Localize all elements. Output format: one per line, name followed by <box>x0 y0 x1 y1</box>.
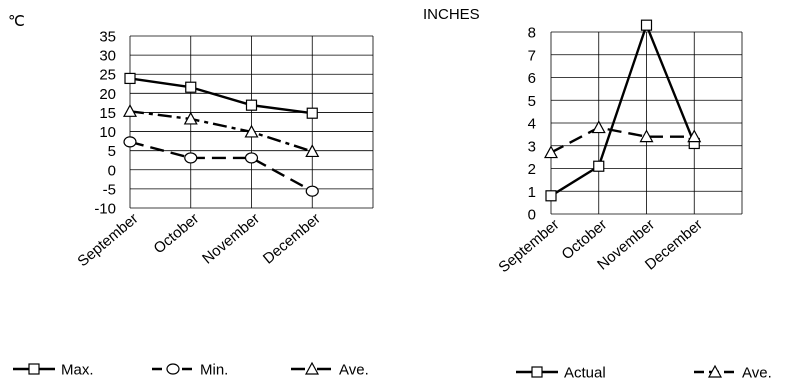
data-point-marker <box>639 129 654 143</box>
y-tick-label: 4 <box>528 116 536 133</box>
data-point-marker <box>305 185 319 197</box>
y-tick-label: 10 <box>99 124 116 141</box>
legend-marker <box>304 361 320 375</box>
data-point-marker <box>124 72 136 85</box>
legend-label: Max. <box>61 362 94 379</box>
data-point-marker <box>640 19 653 31</box>
legend-item: Actual <box>516 365 606 382</box>
series-lines <box>129 77 313 193</box>
series-line-0 <box>129 77 313 115</box>
y-tick-label: 8 <box>528 25 536 42</box>
y-tick-label: 7 <box>528 47 536 64</box>
series-line-1 <box>550 126 695 154</box>
y-tick-label: 3 <box>528 138 536 155</box>
data-point-marker <box>593 160 605 172</box>
x-tick-label: September <box>495 216 562 276</box>
legend-item: Min. <box>152 362 228 379</box>
legend: Actual Ave. <box>516 365 772 382</box>
data-point-marker <box>185 81 197 93</box>
legend: Max. Min. Ave. <box>13 362 369 379</box>
data-point-marker <box>591 120 606 134</box>
series-markers <box>543 19 702 202</box>
plot-grid <box>550 31 743 215</box>
legend-item: Ave. <box>291 362 369 379</box>
series-markers <box>122 72 320 197</box>
y-tick-label: -5 <box>103 181 116 198</box>
data-point-marker <box>543 145 559 159</box>
x-tick-label: December <box>260 210 324 268</box>
data-point-marker <box>245 99 258 111</box>
y-tick-label: 15 <box>99 105 116 122</box>
y-tick-label: 1 <box>528 184 536 201</box>
y-tick-label: 2 <box>528 161 536 178</box>
data-point-marker <box>306 107 318 119</box>
data-point-marker <box>123 136 137 148</box>
data-point-marker <box>305 144 320 158</box>
x-tick-label: September <box>74 210 141 270</box>
y-tick-label: 0 <box>108 162 116 179</box>
legend-item: Ave. <box>694 365 772 382</box>
precipitation-chart: INCHES 8 7 6 5 4 3 2 1 0 SeptemberOctoberNovembe… <box>423 6 772 382</box>
series-line-0 <box>550 23 696 197</box>
y-axis-unit-label: ℃ <box>8 13 25 30</box>
data-point-marker <box>122 104 138 117</box>
data-point-marker <box>687 129 702 143</box>
data-point-marker <box>545 190 557 202</box>
legend-marker <box>28 363 40 375</box>
data-point-marker <box>184 152 198 164</box>
data-point-marker <box>244 124 259 138</box>
y-tick-label: 20 <box>99 86 116 103</box>
legend-marker <box>707 364 723 378</box>
y-tick-label: 35 <box>99 29 116 46</box>
legend-label: Min. <box>200 362 228 379</box>
y-axis-unit-label: INCHES <box>423 6 480 23</box>
y-tick-label: -10 <box>94 201 116 218</box>
data-point-marker <box>244 152 259 164</box>
plot-grid <box>129 35 374 209</box>
y-tick-label: 0 <box>528 207 536 224</box>
y-tick-label: 25 <box>99 67 116 84</box>
y-tick-labels: 8 7 6 5 4 3 2 1 0 <box>528 25 536 224</box>
legend-marker <box>166 363 180 375</box>
legend-marker <box>531 366 543 378</box>
series-lines <box>550 23 696 197</box>
y-tick-labels: 35 30 25 20 15 10 5 0 -5 -10 <box>94 29 116 218</box>
temperature-chart: ℃ 35 30 25 20 15 10 5 0 -5 -10 September OctoberNo… <box>8 13 374 379</box>
y-tick-label: 5 <box>108 143 116 160</box>
y-tick-label: 30 <box>99 48 116 65</box>
legend-label: Ave. <box>742 365 772 382</box>
x-tick-label: October <box>151 210 203 257</box>
legend-label: Ave. <box>339 362 369 379</box>
series-line-1 <box>129 140 313 193</box>
y-tick-label: 6 <box>528 70 536 87</box>
series-line-2 <box>129 110 313 153</box>
x-tick-label: November <box>199 210 263 268</box>
y-tick-label: 5 <box>528 93 536 110</box>
legend-item: Max. <box>13 362 94 379</box>
legend-label: Actual <box>564 365 606 382</box>
data-point-marker <box>183 111 198 125</box>
